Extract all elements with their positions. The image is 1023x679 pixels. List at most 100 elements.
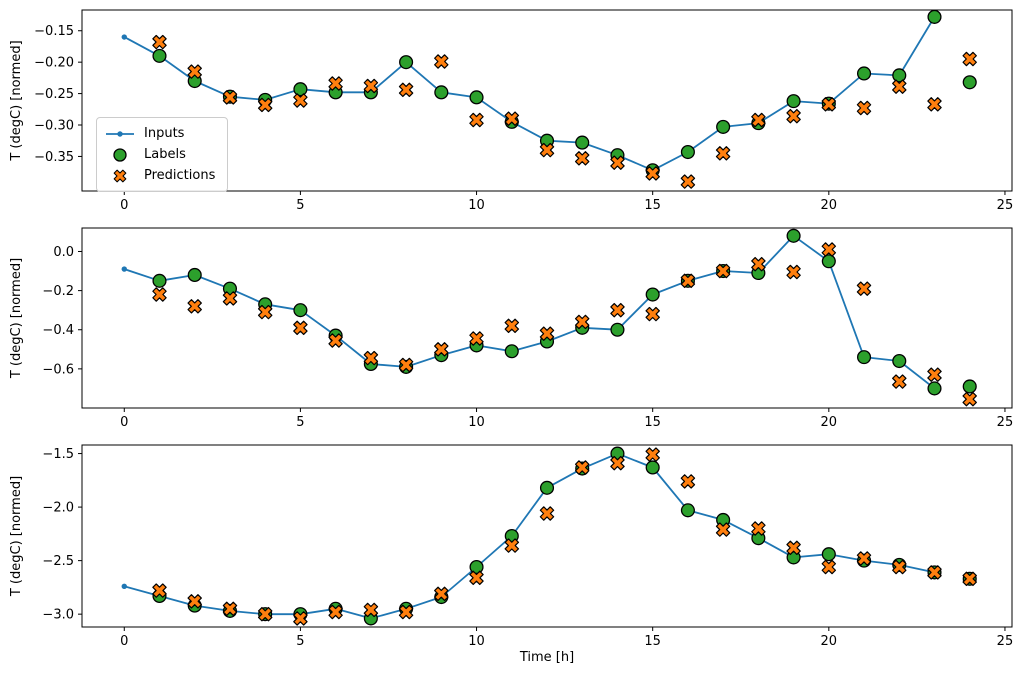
label-marker xyxy=(152,273,167,288)
prediction-marker xyxy=(821,559,837,575)
x-tick-label: 20 xyxy=(821,198,838,213)
prediction-marker xyxy=(469,112,484,128)
label-marker xyxy=(786,228,801,243)
prediction-marker xyxy=(152,583,167,598)
prediction-marker xyxy=(222,90,238,105)
prediction-marker xyxy=(469,331,484,346)
y-tick-label: −2.0 xyxy=(42,501,74,516)
legend-label-labels: Labels xyxy=(144,146,186,162)
axes-frame xyxy=(81,227,1013,409)
prediction-marker xyxy=(715,522,731,537)
legend-item-inputs: Inputs xyxy=(105,123,215,144)
y-tick-label: 0.0 xyxy=(53,245,74,260)
y-tick-label: −0.6 xyxy=(42,362,74,377)
label-marker xyxy=(716,119,731,134)
legend-line-dot xyxy=(117,130,123,137)
label-marker xyxy=(187,267,202,283)
label-marker xyxy=(469,90,484,105)
subplot-bottom: 0 5 10 15 20 25 −1.5 −2.0 −2.5 −3.0 T (degC) [norm… xyxy=(9,444,1013,649)
prediction-marker xyxy=(610,455,625,471)
prediction-marker xyxy=(504,538,520,553)
x-tick-label: 25 xyxy=(997,415,1014,430)
label-marker xyxy=(821,547,836,562)
label-marker xyxy=(680,503,695,518)
prediction-marker xyxy=(152,34,167,50)
prediction-marker xyxy=(610,302,625,318)
prediction-marker xyxy=(152,287,167,302)
label-marker xyxy=(821,254,836,269)
prediction-marker xyxy=(434,586,449,602)
prediction-marker xyxy=(856,100,872,116)
subplot-middle: 0 5 10 15 20 25 0.0 −0.2 −0.4 −0.6 T (degC) [norme… xyxy=(9,227,1014,430)
y-tick-label: −2.5 xyxy=(42,554,74,569)
prediction-marker xyxy=(398,604,414,620)
prediction-marker xyxy=(222,291,238,306)
prediction-marker xyxy=(927,97,942,112)
x-tick-label: 10 xyxy=(468,634,485,649)
prediction-marker xyxy=(574,151,590,166)
label-marker xyxy=(152,48,167,63)
label-marker xyxy=(504,344,519,359)
x-tick-label: 0 xyxy=(120,634,128,649)
prediction-marker xyxy=(715,263,731,279)
y-tick-label: −0.25 xyxy=(34,87,74,102)
x-tick-label: 5 xyxy=(296,634,304,649)
axes-frame xyxy=(81,444,1013,628)
prediction-marker xyxy=(927,367,942,382)
prediction-marker xyxy=(856,551,872,566)
label-marker xyxy=(927,381,942,396)
prediction-marker xyxy=(328,604,343,620)
x-tick-label: 0 xyxy=(120,415,128,430)
prediction-marker xyxy=(434,342,449,357)
label-marker xyxy=(927,9,942,24)
prediction-marker xyxy=(574,460,590,475)
inputs-line-icon xyxy=(105,126,135,142)
prediction-marker xyxy=(751,256,766,272)
x-tick-label: 20 xyxy=(821,415,838,430)
label-marker xyxy=(293,303,308,318)
prediction-marker xyxy=(293,93,308,108)
label-marker xyxy=(434,85,449,100)
labels-swatch-svg xyxy=(113,147,127,162)
y-tick-label: −3.0 xyxy=(42,608,74,623)
prediction-marker xyxy=(574,314,590,330)
prediction-marker xyxy=(363,350,379,366)
prediction-marker xyxy=(962,571,977,587)
prediction-marker xyxy=(328,76,343,91)
legend-label-predictions: Predictions xyxy=(144,167,216,183)
x-tick-label: 20 xyxy=(821,634,838,649)
x-tick-label: 10 xyxy=(468,198,485,213)
prediction-marker xyxy=(892,79,907,94)
y-tick-label: −1.5 xyxy=(42,447,74,462)
prediction-marker xyxy=(539,326,555,341)
input-dot-marker xyxy=(121,583,127,590)
legend: Inputs Labels Predictions xyxy=(96,117,229,192)
prediction-marker xyxy=(257,304,273,320)
x-tick-label: 10 xyxy=(468,415,485,430)
x-tick-label: 5 xyxy=(296,415,304,430)
x-tick-label: 15 xyxy=(644,198,661,213)
y-tick-label: −0.20 xyxy=(34,56,74,71)
prediction-marker xyxy=(257,606,273,622)
label-marker xyxy=(539,480,555,495)
y-tick-label: −0.30 xyxy=(34,119,74,134)
prediction-marker xyxy=(715,146,731,161)
y-axis-title: T (degC) [normed] xyxy=(9,258,24,379)
label-marker xyxy=(892,353,907,369)
prediction-marker xyxy=(539,506,555,521)
label-marker xyxy=(469,559,484,575)
label-marker xyxy=(786,94,801,109)
label-marker xyxy=(856,66,872,81)
prediction-marker xyxy=(187,594,202,609)
prediction-marker xyxy=(821,242,837,257)
prediction-marker xyxy=(257,97,273,113)
label-marker xyxy=(856,350,872,365)
prediction-marker xyxy=(363,78,379,94)
prediction-marker xyxy=(892,374,907,389)
prediction-marker xyxy=(222,601,238,617)
prediction-marker xyxy=(680,474,696,489)
x-tick-label: 0 xyxy=(120,198,128,213)
x-tick-label: 15 xyxy=(644,634,661,649)
predictions-x-icon xyxy=(105,168,135,184)
